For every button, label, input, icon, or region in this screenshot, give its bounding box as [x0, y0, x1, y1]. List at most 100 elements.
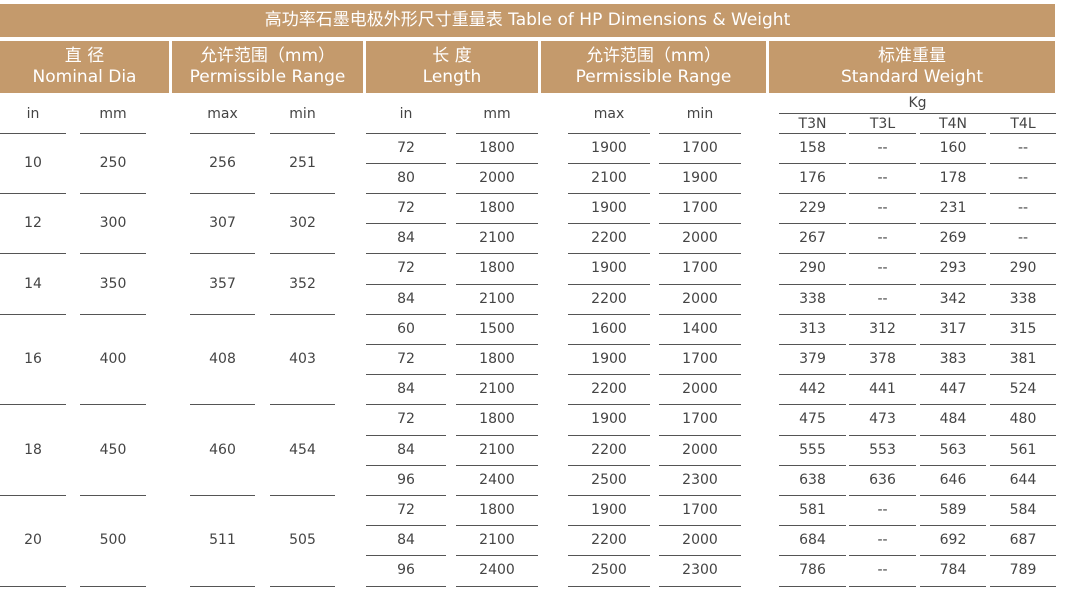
weight-t3l-cell: 312 [869, 320, 896, 337]
row-rule [568, 253, 650, 255]
dia-range-min-cell: 352 [289, 275, 316, 292]
header-en: Permissible Range [189, 67, 346, 87]
row-rule [456, 253, 538, 255]
row-rule [659, 343, 741, 345]
length-range-max-cell: 2200 [591, 441, 627, 458]
length-in-cell: 72 [397, 411, 415, 428]
row-rule [920, 585, 986, 587]
dia-mm-cell: 450 [99, 441, 127, 458]
length-in-cell: 84 [397, 532, 415, 549]
row-rule [659, 192, 741, 194]
weight-t4n-cell: 178 [939, 169, 967, 186]
weight-t3n-cell: 684 [799, 532, 826, 549]
row-rule [849, 404, 916, 406]
header-permissible-range-length: 允许范围（mm） Permissible Range [541, 41, 766, 93]
length-range-max-cell: 1900 [591, 139, 627, 156]
length-range-min-cell: 1700 [682, 502, 718, 518]
length-range-max-cell: 2500 [591, 471, 627, 488]
weight-t4l-cell: -- [1017, 200, 1029, 216]
row-rule [849, 434, 916, 436]
weight-t4l-cell: 687 [1009, 532, 1037, 549]
group-rule [270, 585, 335, 587]
weight-t3l-cell: -- [877, 200, 888, 216]
subheader-dia-in: in [26, 106, 40, 122]
subheader-rule [456, 132, 538, 134]
row-rule [990, 192, 1056, 194]
length-range-min-cell: 2000 [682, 381, 718, 398]
length-in-cell: 72 [397, 260, 415, 277]
subheader-rule [366, 132, 446, 134]
length-mm-cell: 2100 [479, 532, 515, 549]
row-rule [568, 494, 650, 496]
row-rule [659, 162, 741, 164]
group-rule [80, 494, 146, 496]
group-rule [270, 253, 335, 255]
weight-t4n-cell: 342 [939, 290, 967, 307]
dia-range-min-cell: 505 [289, 532, 316, 549]
row-rule [920, 525, 986, 527]
weight-t3n-cell: 442 [799, 381, 826, 398]
weight-t4l-cell: 524 [1009, 381, 1037, 398]
length-mm-cell: 1800 [479, 351, 515, 367]
row-rule [990, 283, 1056, 285]
weight-t4l-cell: 789 [1009, 562, 1037, 579]
weight-t4n-cell: 317 [939, 320, 967, 337]
weight-t4l-cell: 381 [1009, 351, 1037, 367]
subheader-weight-t3n: T3N [798, 116, 827, 132]
length-mm-cell: 1800 [479, 411, 515, 428]
row-rule [456, 374, 538, 376]
length-in-cell: 72 [397, 502, 415, 518]
row-rule [920, 555, 986, 557]
row-rule [456, 525, 538, 527]
group-rule [0, 494, 66, 496]
group-rule [0, 192, 66, 194]
row-rule [568, 223, 650, 225]
group-rule [80, 253, 146, 255]
weight-t4l-cell: 644 [1009, 471, 1037, 488]
weight-t4l-cell: 338 [1009, 290, 1037, 307]
row-rule [366, 253, 446, 255]
row-rule [659, 464, 741, 466]
dia-in-cell: 14 [24, 275, 42, 292]
weight-t3n-cell: 555 [799, 441, 826, 458]
group-rule [80, 585, 146, 587]
subheader-weight-unit: Kg [908, 95, 927, 111]
length-mm-cell: 2000 [479, 169, 515, 186]
row-rule [849, 494, 916, 496]
weight-t3n-cell: 313 [799, 320, 826, 337]
subheader-rule [190, 132, 255, 134]
header-permissible-range-dia: 允许范围（mm） Permissible Range [172, 41, 363, 93]
weight-t4n-cell: 293 [939, 260, 967, 277]
row-rule [456, 313, 538, 315]
row-rule [366, 374, 446, 376]
length-in-cell: 84 [397, 290, 415, 307]
length-mm-cell: 1800 [479, 139, 515, 156]
row-rule [456, 585, 538, 587]
length-range-min-cell: 2000 [682, 532, 718, 549]
length-range-min-cell: 1700 [682, 411, 718, 428]
subheader-rule [990, 132, 1056, 134]
weight-t3n-cell: 581 [799, 502, 826, 518]
length-in-cell: 72 [397, 351, 415, 367]
row-rule [779, 162, 846, 164]
row-rule [568, 283, 650, 285]
subheader-rule [849, 132, 916, 134]
row-rule [568, 434, 650, 436]
length-in-cell: 84 [397, 441, 415, 458]
group-rule [270, 494, 335, 496]
dia-mm-cell: 300 [99, 215, 127, 232]
weight-t3l-cell: 441 [869, 381, 896, 398]
length-range-max-cell: 1900 [591, 351, 627, 367]
weight-t3l-cell: -- [877, 562, 888, 579]
row-rule [456, 343, 538, 345]
row-rule [920, 192, 986, 194]
weight-t3n-cell: 229 [799, 200, 826, 216]
group-rule [80, 313, 146, 315]
length-range-max-cell: 1600 [591, 320, 627, 337]
length-mm-cell: 1800 [479, 260, 515, 277]
dia-range-max-cell: 307 [209, 215, 236, 232]
row-rule [779, 253, 846, 255]
weight-t3n-cell: 638 [799, 471, 826, 488]
row-rule [366, 555, 446, 557]
length-range-max-cell: 2200 [591, 230, 627, 247]
